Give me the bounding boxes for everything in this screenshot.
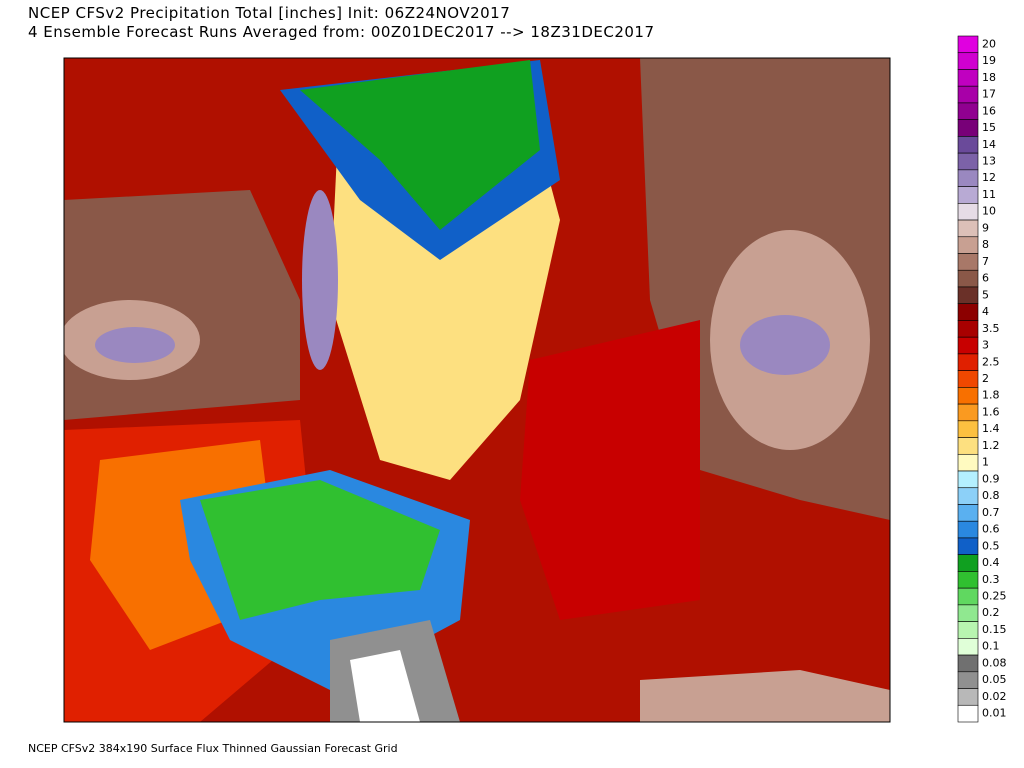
colorbar: 20 19 18 17 16 15 14 13 12 11 10 9 8 7 6 5 4 3.5 3 2.5 2 1.8 1…	[957, 35, 1007, 723]
colorbar-swatch	[957, 286, 979, 305]
colorbar-label: 7	[982, 255, 989, 268]
colorbar-label: 0.7	[982, 506, 1000, 519]
colorbar-label: 6	[982, 272, 989, 285]
colorbar-swatch	[957, 85, 979, 104]
colorbar-swatch	[957, 119, 979, 137]
colorbar-label: 0.15	[982, 623, 1007, 636]
footer: NCEP CFSv2 384x190 Surface Flux Thinned …	[28, 742, 398, 755]
colorbar-swatch	[957, 203, 979, 221]
colorbar-label: 0.25	[982, 590, 1007, 603]
colorbar-swatch	[957, 152, 979, 171]
colorbar-swatch	[957, 621, 979, 639]
title-line: NCEP CFSv2 Precipitation Total [inches] …	[28, 4, 510, 22]
colorbar-swatch	[957, 69, 979, 87]
colorbar-swatch	[957, 453, 979, 472]
colorbar-label: 0.01	[982, 707, 1007, 720]
colorbar-swatch	[957, 470, 979, 489]
colorbar-label: 0.5	[982, 539, 1000, 552]
colorbar-swatch	[957, 604, 979, 622]
colorbar-swatch	[957, 688, 979, 706]
colorbar-label: 0.08	[982, 656, 1007, 669]
map-frame	[63, 57, 891, 723]
colorbar-label: 1.4	[982, 422, 1000, 435]
colorbar-label: 0.6	[982, 523, 1000, 536]
colorbar-label: 8	[982, 238, 989, 251]
colorbar-swatch	[957, 136, 979, 154]
colorbar-swatch	[957, 537, 979, 555]
colorbar-swatch	[957, 370, 979, 388]
colorbar-label: 17	[982, 88, 996, 101]
colorbar-swatch	[957, 638, 979, 656]
colorbar-label: 1.6	[982, 405, 1000, 418]
colorbar-swatch	[957, 336, 979, 355]
colorbar-label: 4	[982, 305, 989, 318]
colorbar-swatch	[957, 186, 979, 204]
colorbar-label: 13	[982, 154, 996, 167]
map	[64, 58, 890, 722]
colorbar-label: 18	[982, 71, 996, 84]
colorbar-label: 16	[982, 104, 996, 117]
colorbar-swatch	[957, 320, 979, 338]
colorbar-swatch	[957, 671, 979, 689]
colorbar-label: 0.3	[982, 573, 1000, 586]
colorbar-swatch	[957, 487, 979, 505]
colorbar-label: 15	[982, 121, 996, 134]
colorbar-swatch	[957, 704, 979, 723]
colorbar-swatch	[957, 52, 979, 70]
colorbar-swatch	[957, 303, 979, 321]
colorbar-swatch	[957, 35, 979, 54]
colorbar-swatch	[957, 520, 979, 539]
colorbar-label: 19	[982, 54, 996, 67]
colorbar-swatch	[957, 353, 979, 371]
colorbar-label: 0.9	[982, 472, 1000, 485]
colorbar-label: 2.5	[982, 355, 1000, 368]
colorbar-swatch	[957, 571, 979, 589]
title-line: 4 Ensemble Forecast Runs Averaged from: …	[28, 23, 655, 41]
colorbar-label: 14	[982, 138, 996, 151]
colorbar-swatch	[957, 420, 979, 438]
colorbar-swatch	[957, 236, 979, 254]
colorbar-label: 0.1	[982, 640, 1000, 653]
colorbar-swatch	[957, 219, 979, 238]
colorbar-swatch	[957, 654, 979, 673]
colorbar-label: 1.2	[982, 439, 1000, 452]
colorbar-label: 11	[982, 188, 996, 201]
colorbar-label: 0.05	[982, 673, 1007, 686]
colorbar-label: 0.8	[982, 489, 1000, 502]
colorbar-label: 3	[982, 339, 989, 352]
colorbar-label: 1.8	[982, 389, 1000, 402]
colorbar-swatch	[957, 587, 979, 606]
colorbar-swatch	[957, 554, 979, 572]
colorbar-swatch	[957, 102, 979, 120]
colorbar-swatch	[957, 387, 979, 405]
colorbar-label: 0.02	[982, 690, 1007, 703]
colorbar-label: 9	[982, 221, 989, 234]
colorbar-swatch	[957, 403, 979, 422]
colorbar-label: 10	[982, 205, 996, 218]
colorbar-label: 0.4	[982, 556, 1000, 569]
colorbar-label: 20	[982, 37, 996, 50]
colorbar-swatch	[957, 437, 979, 455]
colorbar-label: 1	[982, 456, 989, 469]
colorbar-label: 0.2	[982, 606, 1000, 619]
colorbar-label: 5	[982, 288, 989, 301]
colorbar-label: 2	[982, 372, 989, 385]
colorbar-label: 12	[982, 171, 996, 184]
colorbar-swatch	[957, 269, 979, 288]
colorbar-swatch	[957, 169, 979, 187]
colorbar-label: 3.5	[982, 322, 1000, 335]
colorbar-swatch	[957, 253, 979, 271]
colorbar-swatch	[957, 504, 979, 522]
